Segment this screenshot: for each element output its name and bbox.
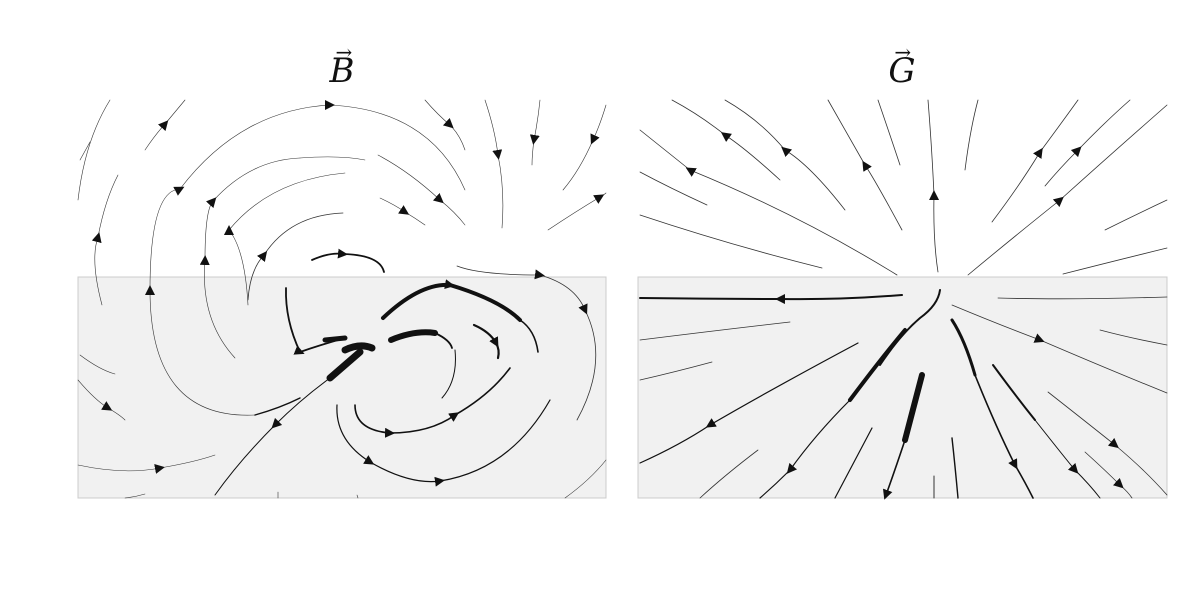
field-line — [951, 304, 1168, 394]
field-line — [77, 454, 216, 474]
field-line — [434, 332, 453, 349]
field-line — [562, 104, 607, 191]
vector-arrow-g: → — [894, 40, 912, 64]
field-line — [639, 321, 791, 341]
field-line — [1034, 419, 1101, 499]
field-line — [424, 99, 466, 151]
field-line — [144, 99, 186, 151]
field-line — [639, 361, 713, 381]
panel-title-b-label: B — [329, 51, 355, 91]
field-line — [951, 437, 959, 499]
field-line — [77, 379, 126, 421]
field-line — [1062, 247, 1168, 275]
field-line — [964, 99, 979, 171]
field-line — [336, 399, 551, 487]
field-line — [79, 354, 116, 375]
field-line — [724, 99, 846, 211]
field-line — [145, 100, 466, 416]
field-line — [639, 294, 903, 305]
field-line — [639, 342, 859, 464]
field-line — [326, 348, 364, 382]
field-line — [834, 427, 873, 499]
field-line — [341, 342, 376, 354]
field-line — [1099, 329, 1168, 346]
panel-title-g-label: G — [888, 51, 916, 91]
field-line — [354, 367, 511, 438]
field-line — [639, 171, 708, 206]
field-line — [1044, 99, 1131, 187]
field-line — [992, 364, 1036, 421]
field-line — [484, 99, 504, 229]
field-line — [997, 296, 1168, 300]
field-line — [950, 318, 977, 377]
field-line — [1104, 199, 1168, 231]
field-line — [311, 248, 385, 273]
field-line — [223, 172, 346, 306]
vector-arrow-b: → — [335, 40, 353, 64]
field-line — [927, 99, 940, 273]
field-line — [967, 104, 1168, 276]
field-line — [827, 99, 903, 231]
field-line — [356, 494, 359, 499]
field-line — [974, 374, 1034, 499]
field-line — [639, 129, 898, 276]
field-line — [247, 212, 344, 301]
panel-title-b: → B — [312, 42, 372, 91]
field-line — [388, 329, 438, 343]
field-line — [299, 156, 366, 161]
field-line — [124, 493, 146, 499]
field-line — [882, 439, 906, 500]
field-line — [441, 349, 456, 399]
field-line — [1084, 451, 1133, 499]
field-line — [991, 99, 1079, 223]
vector-symbol-b: → B — [329, 42, 355, 91]
field-line — [519, 319, 539, 353]
field-lines-g — [639, 99, 1168, 500]
field-line — [699, 449, 759, 499]
field-line — [79, 141, 91, 161]
field-line — [472, 323, 500, 360]
field-region-b — [77, 276, 607, 499]
field-line — [91, 174, 119, 306]
field-line — [456, 265, 597, 421]
field-line — [254, 397, 301, 416]
vector-symbol-g: → G — [888, 42, 916, 91]
field-lines-b — [77, 99, 607, 499]
field-line — [547, 192, 607, 231]
field-line — [214, 377, 331, 496]
field-line — [848, 328, 907, 402]
field-line — [77, 99, 111, 201]
field-line — [1047, 391, 1168, 496]
field-line — [381, 279, 522, 322]
field-line — [379, 197, 426, 226]
field-line — [639, 214, 823, 269]
field-line — [759, 399, 851, 499]
field-line — [285, 287, 346, 355]
field-line — [322, 335, 348, 343]
panel-title-g: → G — [872, 42, 932, 91]
field-line — [529, 99, 541, 166]
field-line — [377, 154, 466, 226]
field-line — [671, 99, 781, 181]
field-line — [564, 459, 607, 499]
field-line — [877, 99, 901, 166]
field-line — [902, 372, 925, 443]
field-line — [199, 157, 301, 359]
field-region-g — [637, 276, 1168, 499]
